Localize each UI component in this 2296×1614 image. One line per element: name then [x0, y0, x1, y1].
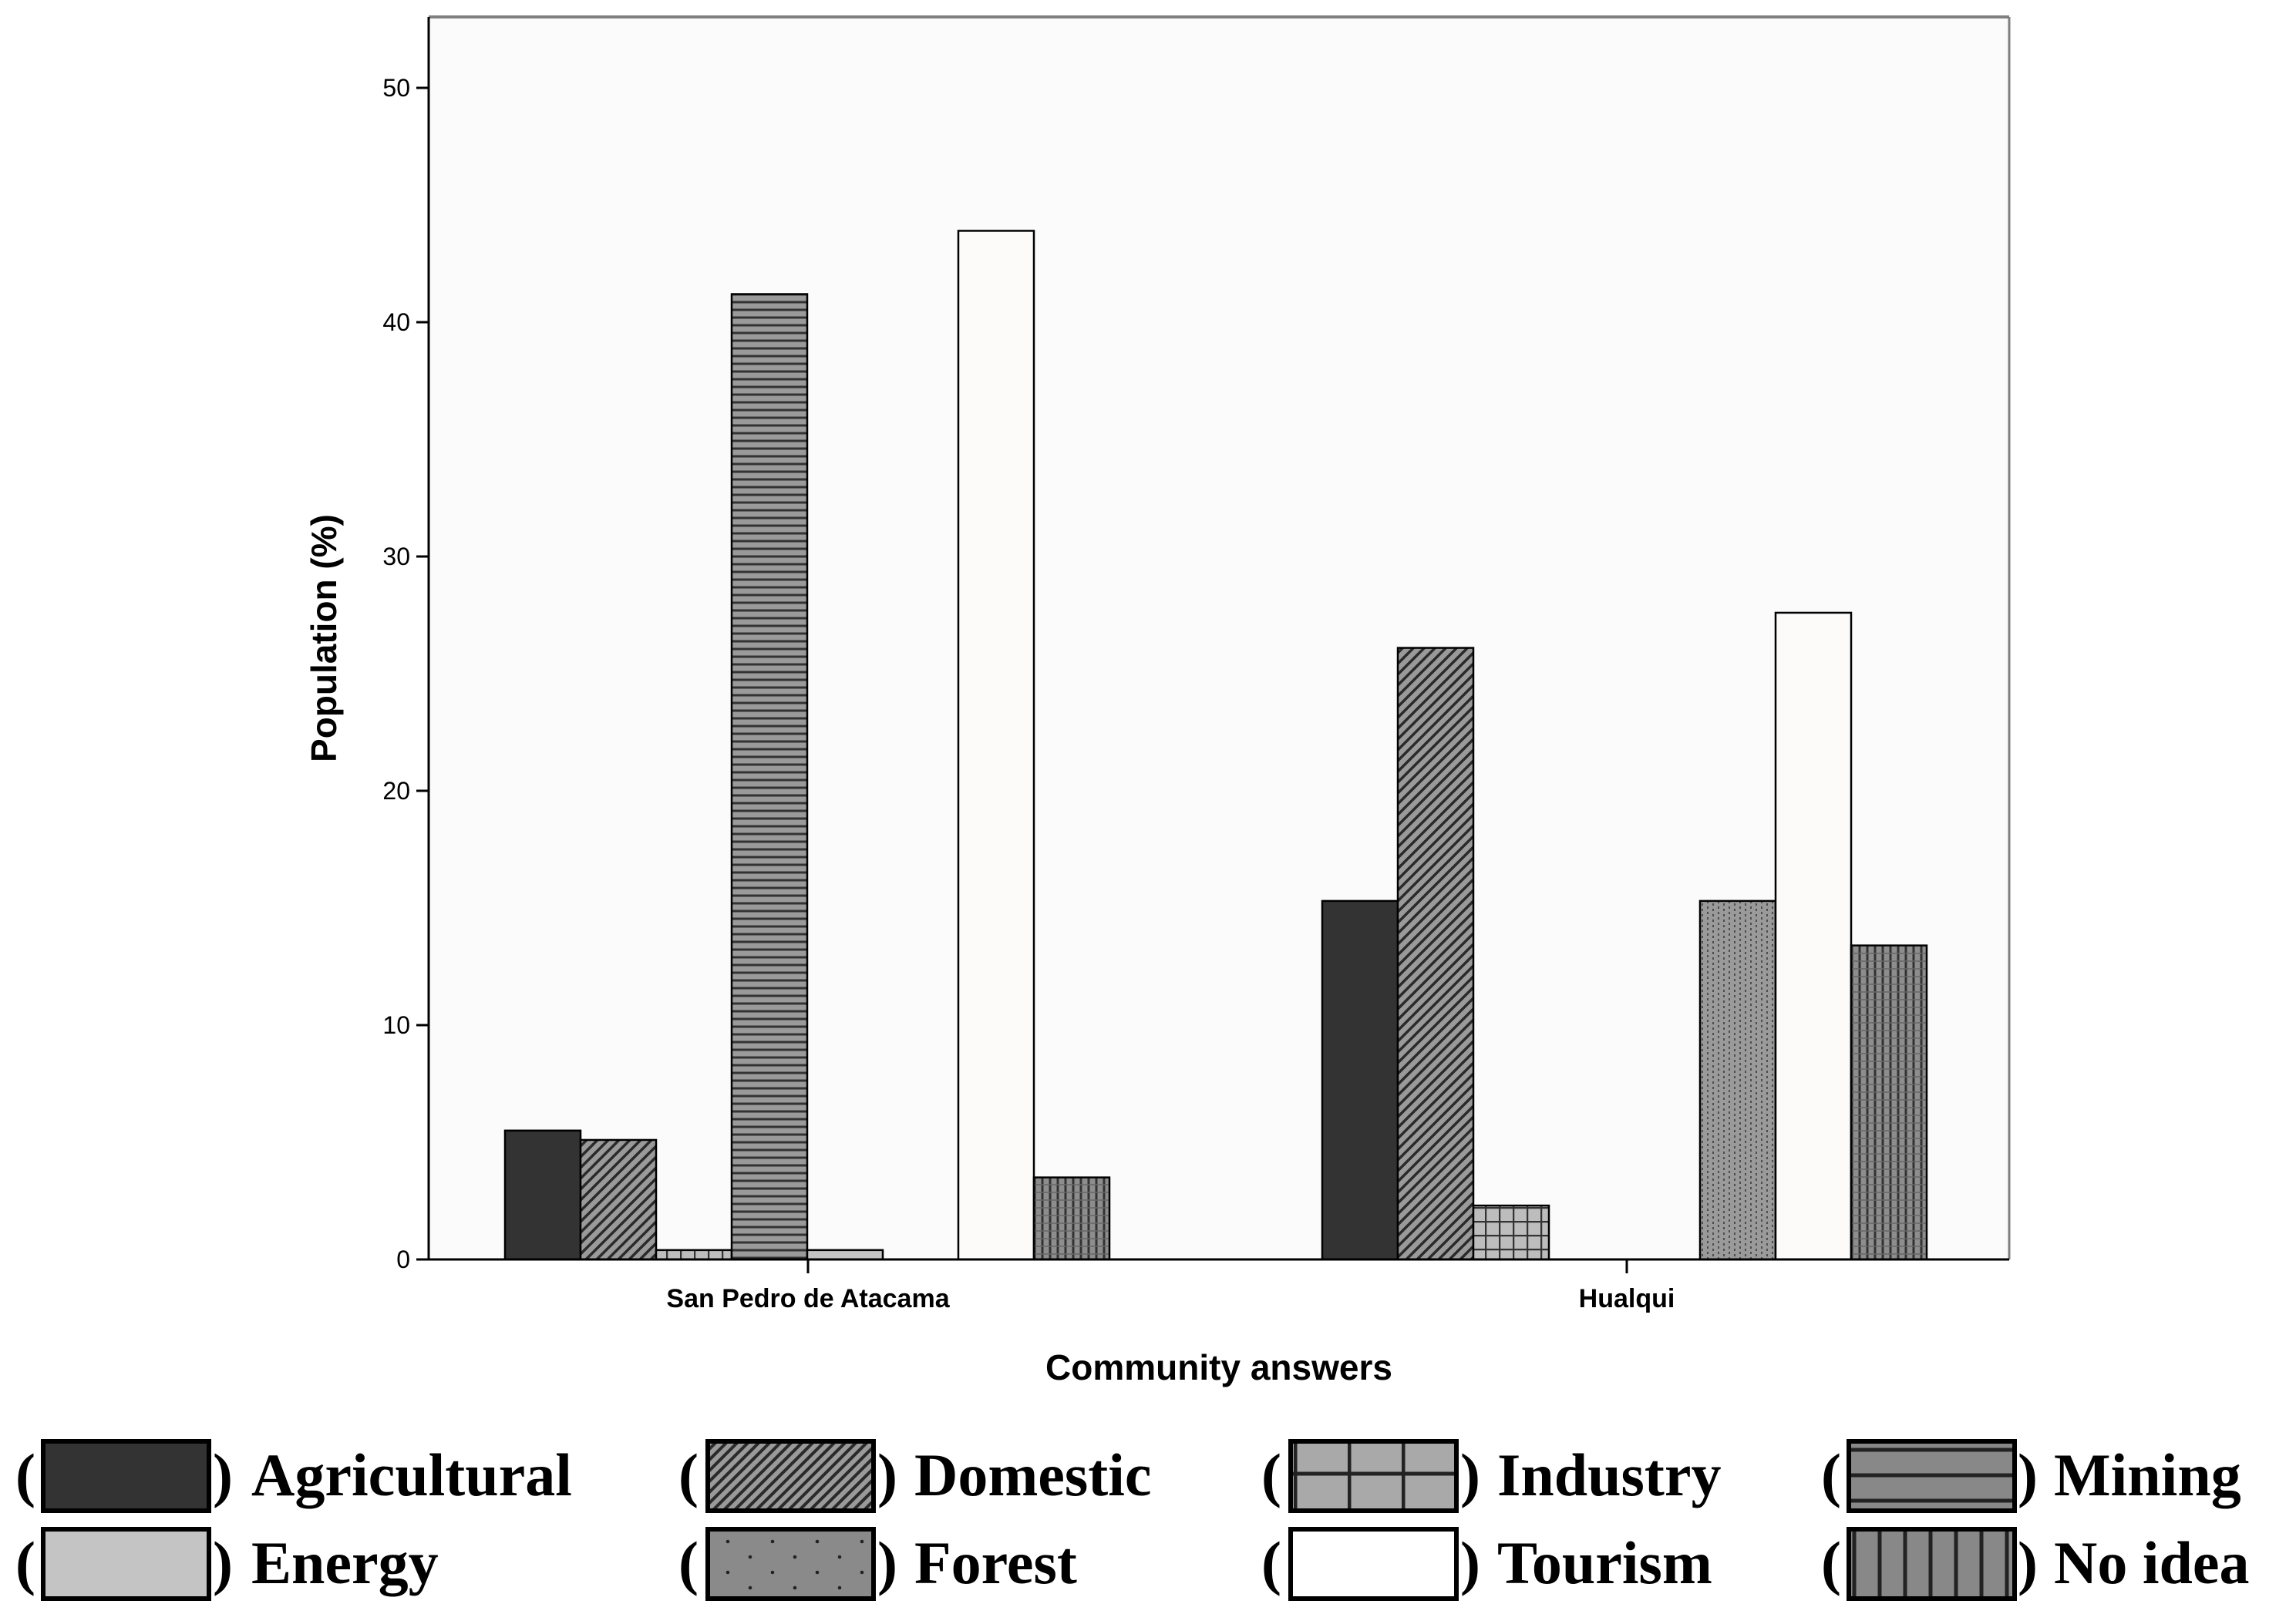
legend-open-paren: ( [1261, 1441, 1281, 1508]
legend-label-mining: Mining [2054, 1441, 2241, 1508]
legend-swatch-mining [1847, 1439, 2017, 1513]
legend-close-paren: ) [877, 1529, 897, 1596]
y-tick-label: 20 [382, 777, 410, 805]
legend-item-tourism: ( ) Tourism [1261, 1527, 1712, 1601]
x-axis-title: Community answers [1045, 1347, 1392, 1387]
legend-swatch-domestic [705, 1439, 876, 1513]
legend-open-paren: ( [678, 1529, 699, 1596]
legend-swatch-tourism [1288, 1527, 1459, 1601]
legend-item-energy: ( ) Energy [15, 1527, 439, 1601]
bar-agricultural-san-pedro-de-atacama [503, 1129, 582, 1261]
legend-swatch-energy [41, 1527, 211, 1601]
legend-label-domestic: Domestic [914, 1441, 1152, 1508]
bar-domestic-hualqui [1396, 647, 1475, 1261]
legend-open-paren: ( [1821, 1441, 1841, 1508]
legend-label-industry: Industry [1497, 1441, 1721, 1508]
legend-close-paren: ) [1460, 1529, 1480, 1596]
legend-label-energy: Energy [251, 1529, 439, 1596]
legend-close-paren: ) [877, 1441, 897, 1508]
legend-open-paren: ( [1261, 1529, 1281, 1596]
bar-energy-san-pedro-de-atacama [806, 1249, 884, 1261]
legend-label-tourism: Tourism [1497, 1529, 1712, 1596]
y-tick-label: 30 [382, 543, 410, 570]
bar-no-idea-hualqui [1850, 944, 1928, 1261]
legend-label-no-idea: No idea [2054, 1529, 2250, 1596]
bar-domestic-san-pedro-de-atacama [579, 1138, 658, 1261]
legend-open-paren: ( [15, 1441, 35, 1508]
legend-swatch-forest [705, 1527, 876, 1601]
bar-industry-hualqui [1472, 1204, 1550, 1261]
legend-label-agricultural: Agricultural [251, 1441, 572, 1508]
x-tick-label-hualqui: Hualqui [1579, 1284, 1675, 1313]
legend-item-domestic: ( ) Domestic [678, 1439, 1152, 1513]
legend-close-paren: ) [213, 1441, 233, 1508]
bar-tourism-hualqui [1774, 611, 1853, 1261]
legend-swatch-no-idea [1847, 1527, 2017, 1601]
bar-mining-san-pedro-de-atacama [730, 293, 809, 1261]
x-tick-label-san-pedro: San Pedro de Atacama [666, 1284, 950, 1313]
legend-item-no-idea: ( ) No idea [1821, 1527, 2250, 1601]
y-tick-label: 10 [382, 1011, 410, 1039]
bar-no-idea-san-pedro-de-atacama [1032, 1176, 1111, 1261]
bar-agricultural-hualqui [1321, 899, 1399, 1261]
legend-label-forest: Forest [914, 1529, 1077, 1596]
legend-open-paren: ( [1821, 1529, 1841, 1596]
y-axis-title: Population (%) [304, 514, 344, 762]
y-tick-label: 0 [396, 1246, 410, 1273]
bars-group [503, 230, 1928, 1261]
bar-forest-hualqui [1698, 899, 1777, 1261]
y-axis-ticks: 0 10 20 30 40 50 [382, 74, 429, 1273]
y-tick-label: 50 [382, 74, 410, 102]
legend-close-paren: ) [2018, 1529, 2038, 1596]
legend-open-paren: ( [15, 1529, 35, 1596]
legend-open-paren: ( [678, 1441, 699, 1508]
legend-item-industry: ( ) Industry [1261, 1439, 1721, 1513]
legend-item-agricultural: ( ) Agricultural [15, 1439, 572, 1513]
legend-close-paren: ) [213, 1529, 233, 1596]
bar-industry-san-pedro-de-atacama [655, 1249, 733, 1261]
y-tick-label: 40 [382, 308, 410, 336]
legend-item-mining: ( ) Mining [1821, 1439, 2241, 1513]
legend-close-paren: ) [1460, 1441, 1480, 1508]
legend-swatch-industry [1288, 1439, 1459, 1513]
legend-swatch-agricultural [41, 1439, 211, 1513]
bar-tourism-san-pedro-de-atacama [957, 230, 1035, 1261]
legend-close-paren: ) [2018, 1441, 2038, 1508]
legend-item-forest: ( ) Forest [678, 1527, 1077, 1601]
